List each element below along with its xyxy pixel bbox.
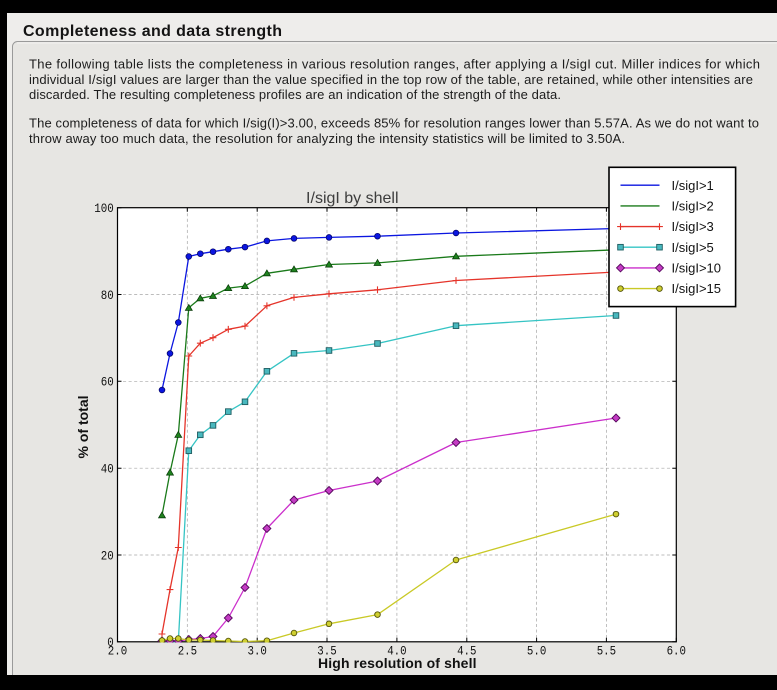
svg-text:6.0: 6.0 <box>667 645 686 659</box>
svg-text:60: 60 <box>101 376 114 390</box>
svg-text:100: 100 <box>94 202 114 216</box>
svg-text:3.5: 3.5 <box>317 645 336 659</box>
svg-text:5.5: 5.5 <box>597 645 616 659</box>
svg-text:The completeness of data for w: The completeness of data for which I/sig… <box>29 115 759 130</box>
svg-text:I/sigI>15: I/sigI>15 <box>672 281 722 296</box>
svg-text:individual I/sigI values are l: individual I/sigI values are larger than… <box>29 72 753 87</box>
svg-text:2.0: 2.0 <box>108 645 127 659</box>
svg-text:4.5: 4.5 <box>457 645 476 659</box>
svg-text:% of total: % of total <box>75 396 91 459</box>
svg-text:I/sigI>5: I/sigI>5 <box>672 240 714 255</box>
svg-text:High resolution of shell: High resolution of shell <box>318 655 477 671</box>
svg-text:I/sigI>1: I/sigI>1 <box>672 178 714 193</box>
svg-text:5.0: 5.0 <box>527 645 546 659</box>
svg-text:4.0: 4.0 <box>387 645 406 659</box>
svg-text:discarded. The resulting compl: discarded. The resulting completeness pr… <box>29 87 561 102</box>
svg-text:3.0: 3.0 <box>248 645 267 659</box>
svg-text:throw away too much data, the: throw away too much data, the resolution… <box>29 131 625 146</box>
svg-text:80: 80 <box>101 289 114 303</box>
svg-text:I/sigI>10: I/sigI>10 <box>672 261 722 276</box>
svg-text:2.5: 2.5 <box>178 645 197 659</box>
svg-text:I/sigI>2: I/sigI>2 <box>672 199 714 214</box>
svg-text:20: 20 <box>101 549 114 563</box>
svg-text:I/sigI>3: I/sigI>3 <box>672 219 714 234</box>
svg-text:40: 40 <box>101 463 114 477</box>
svg-text:0: 0 <box>107 636 114 650</box>
svg-text:The following table lists the: The following table lists the completene… <box>29 56 760 71</box>
svg-text:I/sigI by shell: I/sigI by shell <box>306 190 398 207</box>
svg-text:Completeness and data strength: Completeness and data strength <box>23 23 282 40</box>
